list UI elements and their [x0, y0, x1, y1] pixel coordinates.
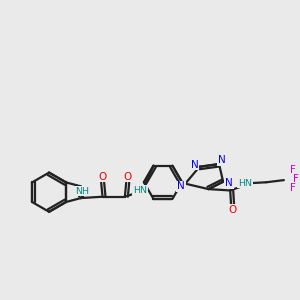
Text: N: N: [225, 178, 233, 188]
Text: O: O: [228, 205, 236, 214]
Text: F: F: [290, 165, 296, 175]
Text: F: F: [290, 183, 296, 193]
Text: NH: NH: [75, 187, 89, 196]
Text: HN: HN: [133, 186, 147, 195]
Text: O: O: [123, 172, 132, 182]
Text: O: O: [98, 172, 106, 182]
Text: HN: HN: [238, 178, 252, 188]
Text: N: N: [177, 182, 185, 191]
Text: N: N: [218, 155, 226, 165]
Text: F: F: [293, 174, 299, 184]
Text: N: N: [191, 160, 198, 170]
